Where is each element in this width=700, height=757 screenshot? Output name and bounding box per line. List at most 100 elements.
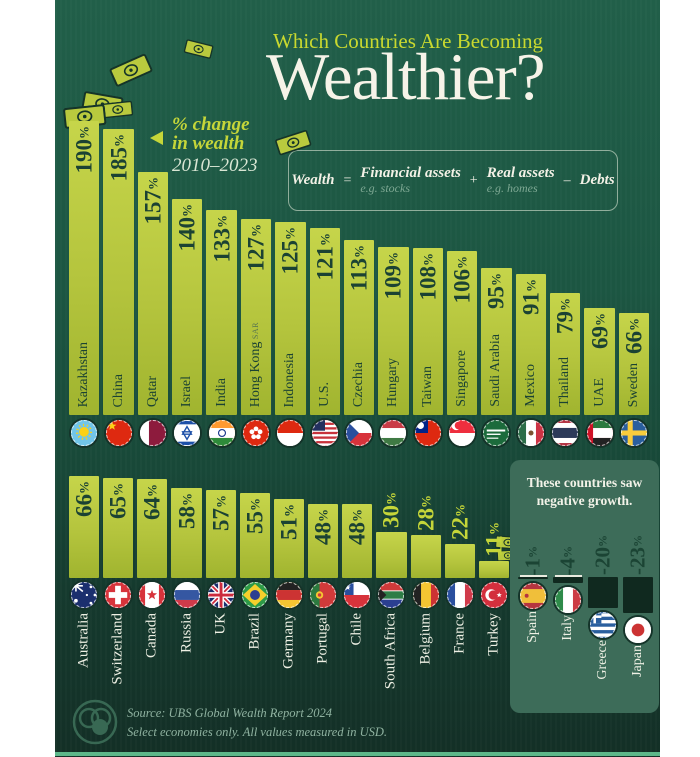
bar-column-australia: 66% (69, 476, 100, 578)
flag-icon-singapore (447, 418, 478, 448)
flag-cell (103, 580, 134, 610)
value-label: -20% (590, 535, 615, 576)
bar-column-qatar: 157% Qatar (137, 121, 169, 415)
bar (342, 504, 373, 578)
flag-cell (584, 418, 615, 448)
flag-icon-japan (623, 615, 653, 646)
flag-icon-qatar (137, 418, 168, 448)
flag-icon-india (206, 418, 237, 448)
axis-note-line1: % change (172, 114, 250, 135)
bar (515, 274, 547, 415)
flag-icon-greece (588, 610, 618, 641)
bar-column-china: 185% China (103, 121, 134, 415)
bar (343, 240, 375, 415)
value-label: 30% (378, 492, 404, 528)
country-label: South Africa (382, 613, 399, 690)
bar-column-india: 133% India (206, 121, 237, 415)
value-label: 65% (105, 483, 131, 519)
flag-icon-sweden (618, 418, 649, 448)
flag-cell (274, 580, 305, 610)
bar (206, 210, 237, 415)
name-cell: UK (206, 613, 236, 713)
name-cell: Chile (342, 613, 372, 713)
value-label: 157% (140, 177, 166, 225)
bar-column-hong-kong: 127% Hong Kong SAR (240, 121, 272, 415)
bar-column-kazakhstan: 190% Kazakhstan (69, 121, 100, 415)
country-label: Spain (525, 611, 540, 643)
value-label: 22% (447, 504, 473, 540)
flag-cell (618, 418, 649, 448)
bar-column-saudi-arabia: 95% Saudi Arabia (481, 121, 512, 415)
flag-icon-belgium (410, 580, 441, 610)
flag-icon-brazil (239, 580, 270, 610)
bar (240, 219, 272, 415)
bar (172, 199, 203, 415)
bar (275, 222, 306, 415)
flag-icon-mexico (515, 418, 546, 448)
negative-growth-panel: These countries saw negative growth. -1%… (510, 460, 659, 713)
bar (309, 228, 340, 415)
country-label: Qatar (144, 375, 160, 407)
bar-column-israel: 140% Israel (172, 121, 203, 415)
bar-column-czechia: 113% Czechia (343, 121, 375, 415)
voronoi-logo (71, 698, 119, 751)
negative-columns: -1% Spain -4% Italy -20% Greece -23% Japan (510, 513, 659, 717)
country-label: Greece (595, 640, 610, 680)
bar (584, 308, 615, 415)
country-label: Hong Kong SAR (247, 321, 263, 407)
country-label: Germany (280, 613, 297, 669)
bar-column-germany: 51% (273, 476, 305, 578)
bar-column-taiwan: 108% Taiwan (412, 121, 443, 415)
name-cell: Germany (274, 613, 304, 713)
bar-column-uk: 57% (205, 476, 236, 578)
value-label: 51% (276, 504, 302, 540)
flag-cell (308, 580, 339, 610)
flag-cell (205, 580, 236, 610)
country-label: Thailand (557, 357, 573, 407)
negative-bar (588, 577, 618, 609)
bottom-strip (55, 752, 660, 756)
value-label: 58% (174, 493, 200, 529)
value-label: 66% (71, 481, 97, 517)
flag-cell (275, 418, 306, 448)
country-label: Mexico (522, 364, 538, 407)
bar-column-chile: 48% (342, 476, 373, 578)
bar-column-sweden: 66% Sweden (618, 121, 650, 415)
flag-icon-canada (137, 580, 168, 610)
value-label: 48% (310, 509, 336, 545)
country-label: Australia (75, 613, 92, 668)
flag-cell (515, 418, 546, 448)
value-label: 66% (621, 318, 647, 354)
flag-icon-russia (171, 580, 202, 610)
axis-note-line2: in wealth (172, 133, 245, 154)
flag-icon-uk (205, 580, 236, 610)
flag-icon-uae (584, 418, 615, 448)
country-label: India (213, 378, 229, 407)
flag-icon-italy (553, 585, 583, 616)
flag-icon-china (103, 418, 134, 448)
country-label: Russia (178, 613, 195, 654)
country-label: U.S. (316, 382, 332, 407)
flag-cell (206, 418, 237, 448)
bar (137, 172, 169, 415)
bar (103, 129, 134, 415)
flag-icon-israel (172, 418, 203, 448)
flag-cell (69, 418, 100, 448)
bottom-name-row: Australia Switzerland Canada Russia UK Brazil… (69, 613, 509, 713)
value-label: -1% (520, 545, 545, 576)
bar-column-turkey: 11% (478, 476, 510, 578)
value-label: 185% (106, 134, 132, 182)
flag-icon-taiwan (412, 418, 443, 448)
flag-cell (378, 418, 409, 448)
bar-column-france: 22% (444, 476, 475, 578)
bar-column-thailand: 79% Thailand (550, 121, 581, 415)
formula-wealth: Wealth (291, 172, 335, 188)
flag-cell (447, 418, 478, 448)
value-label: 133% (209, 215, 235, 263)
bar (444, 544, 475, 578)
value-label: -23% (625, 535, 650, 576)
source-note: Source: UBS Global Wealth Report 2024 Se… (127, 704, 387, 743)
country-label: Brazil (246, 613, 263, 650)
value-label: 28% (413, 495, 439, 531)
flag-icon-turkey (478, 580, 509, 610)
